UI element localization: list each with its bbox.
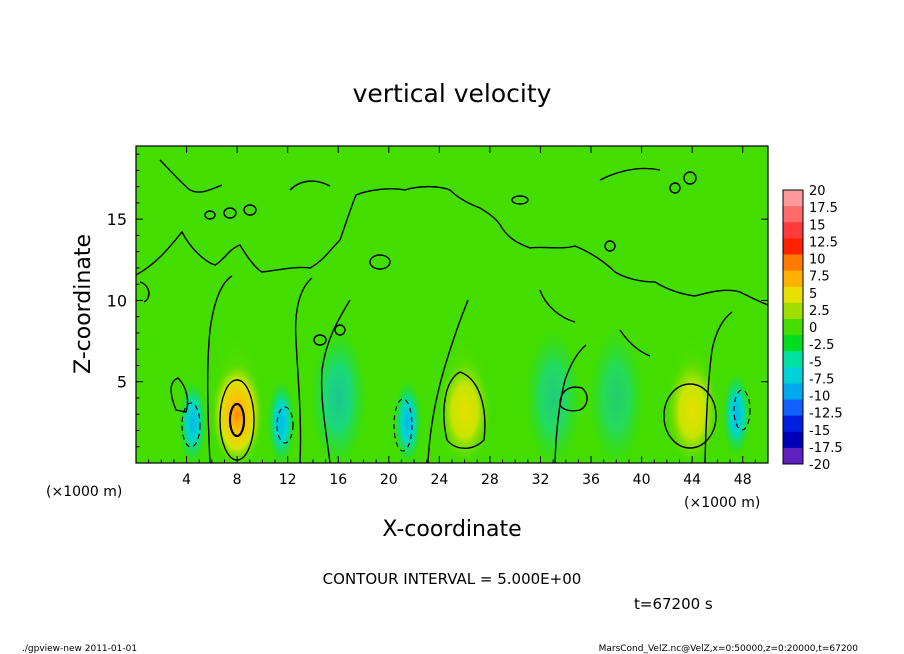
colorbar-label: -5 — [809, 355, 822, 370]
chart-title: vertical velocity — [353, 79, 552, 108]
colorbar-swatch — [783, 206, 803, 223]
colorbar-label: 12.5 — [809, 235, 838, 250]
colorbar-label: 7.5 — [809, 270, 830, 285]
x-tick-label: 4 — [182, 472, 191, 488]
colorbar-label: -15 — [809, 424, 830, 439]
colorbar-label: -12.5 — [809, 407, 843, 422]
y-axis-label: Z-coordinate — [71, 234, 96, 374]
colorbar-label: 15 — [809, 218, 826, 233]
x-tick-label: 20 — [380, 472, 398, 488]
colorbar-swatch — [783, 351, 803, 368]
colorbar-label: 10 — [809, 253, 826, 268]
colorbar-swatch — [783, 399, 803, 417]
colorbar-label: 17.5 — [809, 201, 838, 216]
x-tick-label: 48 — [734, 472, 752, 488]
colorbar-label: -10 — [809, 390, 830, 405]
colorbar-swatch — [783, 270, 803, 288]
colorbar-label: -20 — [809, 458, 830, 473]
x-axis: 4 8 12 16 20 24 28 32 36 40 44 48 — [148, 146, 756, 488]
footer-right: MarsCond_VelZ.nc@VelZ,x=0:50000,z=0:2000… — [599, 644, 859, 654]
colorbar-label: -7.5 — [809, 372, 834, 387]
colorbar-swatch — [783, 447, 803, 465]
colorbar-swatch — [783, 383, 803, 401]
x-unit-left: (×1000 m) — [46, 484, 122, 500]
colorbar-label: 0 — [809, 321, 817, 336]
downdraft-4 — [267, 380, 296, 463]
colorbar-swatch — [783, 302, 803, 320]
colorbar: 20 17.5 15 12.5 10 7.5 5 2.5 0 -2.5 -5 -7.5 -10 -12.5… — [782, 184, 843, 473]
negative-contours — [181, 389, 751, 452]
plot-area — [136, 146, 768, 463]
field-band — [310, 327, 367, 463]
colorbar-swatch — [783, 431, 803, 449]
colorbar-label: 5 — [809, 287, 817, 302]
x-tick-label: 24 — [430, 472, 448, 488]
downdraft-3 — [178, 380, 207, 463]
y-tick-label: 15 — [107, 210, 127, 229]
updraft-0 — [211, 362, 264, 463]
x-axis-label: X-coordinate — [382, 517, 521, 542]
downdraft-5 — [393, 380, 422, 463]
x-tick-label: 12 — [279, 472, 297, 488]
x-tick-label: 16 — [329, 472, 347, 488]
x-unit-right: (×1000 m) — [684, 495, 760, 511]
footer-left: ./gpview-new 2011-01-01 — [22, 644, 137, 654]
updraft-1 — [438, 358, 491, 463]
y-axis: 5 10 15 — [107, 153, 768, 448]
y-tick-label: 5 — [117, 373, 127, 392]
contour-interval-text: CONTOUR INTERVAL = 5.000E+00 — [323, 570, 582, 588]
colorbar-label: -2.5 — [809, 338, 834, 353]
y-tick-label: 10 — [107, 291, 127, 310]
x-tick-label: 36 — [582, 472, 600, 488]
colorbar-swatch — [783, 238, 803, 255]
field-band — [588, 327, 645, 463]
colorbar-swatch — [783, 286, 803, 304]
colorbar-label: 2.5 — [809, 304, 830, 319]
colorbar-swatch — [783, 335, 803, 352]
colorbar-swatch — [783, 318, 803, 336]
x-tick-label: 40 — [633, 472, 651, 488]
field-band — [525, 327, 582, 463]
x-tick-label: 8 — [233, 472, 242, 488]
time-text: t=67200 s — [634, 595, 713, 613]
colorbar-swatch — [783, 222, 803, 239]
colorbar-frame — [782, 189, 804, 465]
x-tick-label: 44 — [683, 472, 701, 488]
downdraft-6 — [722, 372, 751, 457]
contour-lines — [136, 159, 768, 463]
colorbar-label: 20 — [809, 184, 826, 199]
colorbar-swatch — [783, 367, 803, 384]
x-tick-label: 32 — [532, 472, 550, 488]
colorbar-swatch — [783, 190, 803, 207]
colorbar-label: -17.5 — [809, 441, 843, 456]
colorbar-swatch — [783, 415, 803, 433]
x-tick-label: 28 — [481, 472, 499, 488]
colorbar-swatch — [783, 254, 803, 272]
